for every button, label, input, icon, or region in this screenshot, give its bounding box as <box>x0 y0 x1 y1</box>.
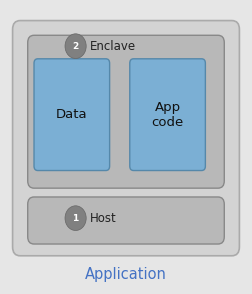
Text: App
code: App code <box>151 101 184 129</box>
Text: Application: Application <box>85 267 167 283</box>
Text: Data: Data <box>56 108 88 121</box>
FancyBboxPatch shape <box>34 59 110 171</box>
Text: Enclave: Enclave <box>89 40 136 53</box>
Circle shape <box>65 206 86 230</box>
Text: Host: Host <box>89 212 116 225</box>
FancyBboxPatch shape <box>130 59 205 171</box>
FancyBboxPatch shape <box>13 21 239 256</box>
Circle shape <box>65 34 86 59</box>
FancyBboxPatch shape <box>28 35 224 188</box>
Text: 1: 1 <box>73 214 79 223</box>
Text: 2: 2 <box>73 42 79 51</box>
FancyBboxPatch shape <box>28 197 224 244</box>
